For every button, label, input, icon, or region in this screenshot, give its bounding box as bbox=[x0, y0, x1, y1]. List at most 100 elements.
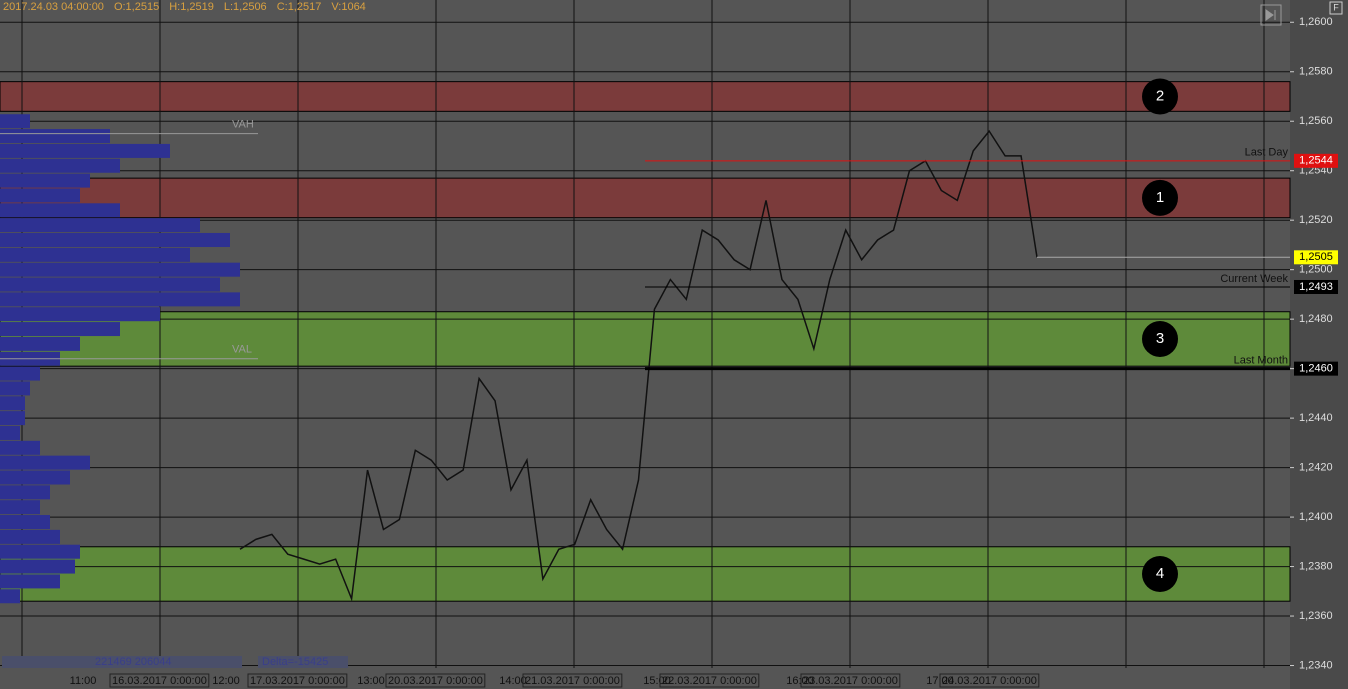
x-tick-label: 15:00 bbox=[643, 675, 671, 687]
profile-bar bbox=[0, 366, 40, 381]
x-tick-label: 21.03.2017 0:00:00 bbox=[525, 675, 620, 687]
y-tick-label: 1,2600 bbox=[1299, 16, 1333, 28]
corner-label: F bbox=[1333, 2, 1339, 12]
y-tick-label: 1,2440 bbox=[1299, 412, 1333, 424]
footer-box bbox=[258, 656, 348, 668]
profile-bar bbox=[0, 322, 120, 337]
value-area-label: VAL bbox=[232, 344, 252, 356]
x-label-box bbox=[800, 673, 901, 688]
profile-bar bbox=[0, 143, 170, 158]
y-tick-label: 1,2340 bbox=[1299, 659, 1333, 671]
skip-button[interactable] bbox=[1260, 4, 1282, 26]
value-area-label: VAH bbox=[232, 119, 254, 131]
profile-bar bbox=[0, 129, 110, 144]
profile-bar bbox=[0, 336, 80, 351]
level-price: 1,2544 bbox=[1299, 155, 1333, 167]
x-label-box bbox=[659, 673, 760, 688]
profile-bar bbox=[0, 396, 25, 411]
x-label-box bbox=[247, 673, 348, 688]
axis-bg bbox=[1290, 0, 1348, 689]
x-tick-label: 16.03.2017 0:00:00 bbox=[112, 675, 207, 687]
profile-bar bbox=[0, 292, 240, 307]
profile-bar bbox=[0, 262, 240, 277]
profile-bar bbox=[0, 411, 25, 426]
zone-badge bbox=[1142, 78, 1178, 115]
zone-badge bbox=[1142, 555, 1178, 592]
zone bbox=[0, 81, 1291, 112]
zone-label: 3 bbox=[1156, 330, 1164, 347]
footer-volume: 221469 206044 bbox=[95, 656, 171, 668]
profile-bar bbox=[0, 559, 75, 574]
x-tick-label: 22.03.2017 0:00:00 bbox=[662, 675, 757, 687]
y-tick-label: 1,2520 bbox=[1299, 214, 1333, 226]
header-text: H:1,2519 bbox=[169, 1, 214, 13]
level-tag bbox=[1294, 279, 1338, 294]
x-label-box bbox=[109, 673, 210, 688]
level-tag bbox=[1294, 153, 1338, 168]
price-line bbox=[239, 129, 1038, 602]
x-tick-label: 17.03.2017 0:00:00 bbox=[250, 675, 345, 687]
y-tick-label: 1,2380 bbox=[1299, 560, 1333, 572]
profile-bar bbox=[0, 500, 40, 515]
profile-bar bbox=[0, 425, 20, 440]
profile-bar bbox=[0, 455, 90, 470]
zone-label: 4 bbox=[1156, 565, 1164, 582]
profile-bar bbox=[0, 173, 90, 188]
y-tick-label: 1,2400 bbox=[1299, 511, 1333, 523]
profile-bar bbox=[0, 277, 220, 292]
y-tick-label: 1,2420 bbox=[1299, 462, 1333, 474]
header-text: L:1,2506 bbox=[224, 1, 267, 13]
zone bbox=[0, 311, 1291, 367]
y-tick-label: 1,2480 bbox=[1299, 313, 1333, 325]
profile-bar bbox=[0, 203, 120, 218]
profile-bar bbox=[0, 232, 230, 247]
level-name: Current Week bbox=[1220, 273, 1288, 285]
profile-bar bbox=[0, 247, 190, 262]
profile-bar bbox=[0, 218, 200, 233]
profile-bar bbox=[0, 381, 30, 396]
x-axis-bg bbox=[0, 668, 1290, 689]
x-label-box bbox=[385, 673, 486, 688]
zone-badge bbox=[1142, 179, 1178, 216]
x-tick-label: 14:00 bbox=[499, 675, 527, 687]
header-text: V:1064 bbox=[331, 1, 365, 13]
zone-label: 2 bbox=[1156, 87, 1164, 104]
y-tick-label: 1,2360 bbox=[1299, 610, 1333, 622]
zone-badge bbox=[1142, 320, 1178, 357]
level-price: 1,2493 bbox=[1299, 281, 1333, 293]
level-name: Last Day bbox=[1245, 147, 1289, 159]
x-label-box bbox=[522, 673, 623, 688]
header-text: C:1,2517 bbox=[277, 1, 322, 13]
profile-bar bbox=[0, 485, 50, 500]
profile-bar bbox=[0, 529, 60, 544]
x-label-box bbox=[939, 673, 1040, 688]
profile-bar bbox=[0, 544, 80, 559]
zone-label: 1 bbox=[1156, 189, 1164, 206]
x-tick-label: 13:00 bbox=[357, 675, 385, 687]
current-price: 1,2505 bbox=[1299, 251, 1333, 263]
profile-bar bbox=[0, 574, 60, 589]
x-tick-label: 11:00 bbox=[70, 675, 97, 687]
y-tick-label: 1,2500 bbox=[1299, 264, 1333, 276]
profile-bar bbox=[0, 158, 120, 173]
footer-box bbox=[2, 656, 242, 668]
x-tick-label: 24.03.2017 0:00:00 bbox=[942, 675, 1037, 687]
profile-bar bbox=[0, 470, 70, 485]
x-tick-label: 20.03.2017 0:00:00 bbox=[388, 675, 483, 687]
corner-button[interactable] bbox=[1329, 1, 1343, 15]
x-tick-label: 16:00 bbox=[786, 675, 814, 687]
footer-delta: Delta=-15425 bbox=[262, 656, 328, 668]
profile-bar bbox=[0, 589, 20, 604]
y-tick-label: 1,2560 bbox=[1299, 115, 1333, 127]
level-price: 1,2460 bbox=[1299, 363, 1333, 375]
level-tag bbox=[1294, 361, 1338, 376]
header-text: 2017.24.03 04:00:00 bbox=[3, 1, 104, 13]
profile-bar bbox=[0, 188, 80, 203]
header-text: O:1,2515 bbox=[114, 1, 159, 13]
profile-bar bbox=[0, 440, 40, 455]
x-tick-label: 23.03.2017 0:00:00 bbox=[803, 675, 898, 687]
profile-bar bbox=[0, 515, 50, 530]
y-tick-label: 1,2580 bbox=[1299, 66, 1333, 78]
